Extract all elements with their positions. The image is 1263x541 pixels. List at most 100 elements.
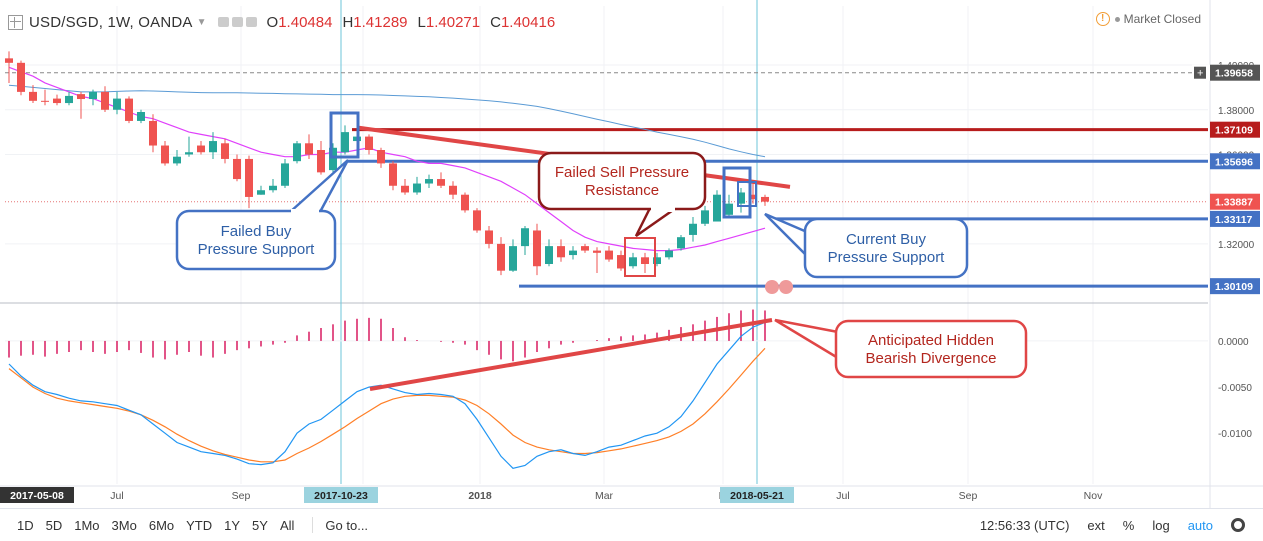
callout-tail [634,206,680,238]
range-ytd-button[interactable]: YTD [186,517,213,533]
expand-icon[interactable] [8,14,23,30]
current-price-label: 1.33887 [1215,197,1253,209]
candle-body [377,150,385,164]
divergence-trendline [369,318,773,391]
hide-icon[interactable] [231,17,243,27]
ma-fast-line [8,66,766,252]
candle-body [125,98,133,121]
date-label: 2017-10-23 [314,490,368,502]
candle-body [737,192,745,204]
market-status: ! Market Closed [1095,12,1201,26]
candle-body [557,246,565,258]
candle-body [689,223,697,235]
candle-body [305,143,313,155]
market-status-text: Market Closed [1123,12,1201,26]
ext-toggle[interactable]: ext [1087,517,1105,533]
toolbar-right: 12:56:33 (UTC) ext % log auto [980,509,1263,541]
ma-slow-line [8,84,766,158]
range-3mo-button[interactable]: 3Mo [111,517,137,533]
range-1d-button[interactable]: 1D [17,517,34,533]
range-1mo-button[interactable]: 1Mo [74,517,100,533]
price-tick-label: 1.32000 [1218,240,1255,251]
range-6mo-button[interactable]: 6Mo [148,517,175,533]
open-label: O [266,13,279,31]
candle-body [485,230,493,244]
chevron-down-icon[interactable]: ▼ [196,16,207,28]
candle-body [389,163,397,186]
settings-icon[interactable] [217,17,229,27]
candle-body [569,250,577,256]
range-5y-button[interactable]: 5Y [252,517,268,533]
range-1y-button[interactable]: 1Y [224,517,241,533]
callout-tail [774,318,840,361]
candle-body [401,185,409,193]
percent-toggle[interactable]: % [1122,517,1135,533]
date-label: Sep [959,490,978,502]
level-price-label: 1.37109 [1215,125,1253,137]
symbol-title[interactable]: USD/SGD, 1W, OANDA [29,13,193,31]
candle-body [233,158,241,180]
level-price-label: 1.33117 [1215,214,1253,226]
goto-button[interactable]: Go to... [325,517,369,533]
high-value: 1.41289 [353,13,408,31]
low-value: 1.40271 [425,13,481,31]
range-5d-button[interactable]: 5D [45,517,63,533]
toolbar-divider [312,517,314,533]
close-icon[interactable] [245,17,257,27]
signal-line [8,347,766,463]
candle-body [293,143,301,162]
date-label: Sep [232,490,251,502]
event-badge [765,280,779,294]
level-price-label: 1.35696 [1215,156,1253,168]
highlight-box [722,166,752,219]
candle-body [425,179,433,184]
candle-body [581,246,589,251]
auto-toggle[interactable]: auto [1187,517,1213,533]
symbol-legend: USD/SGD, 1W, OANDA ▼ O 1.40484 H 1.41289 L… [8,8,555,36]
candle-body [629,257,637,267]
low-label: L [417,13,426,31]
date-label: Mar [595,490,614,502]
date-highlight-tag [304,487,378,503]
candle-body [641,257,649,264]
candle-body [149,120,157,146]
date-label: Jul [110,490,123,502]
clock-text[interactable]: 12:56:33 (UTC) [979,517,1070,533]
candle-body [761,196,769,202]
bottom-toolbar: 1D 5D 1Mo 3Mo 6Mo YTD 1Y 5Y All Go to...… [0,508,1263,541]
level-price-tag [1210,153,1260,170]
callout-box [834,319,1028,379]
warning-icon: ! [1095,12,1110,26]
candle-body [329,147,337,171]
candle-body [29,91,37,101]
macd-tick-label: -0.0050 [1218,383,1252,394]
current-price-tag [1210,193,1260,210]
candle-body [173,156,181,164]
gear-icon[interactable] [1231,518,1245,532]
candle-body [413,183,421,193]
callout-text: Failed Sell Pressure [555,164,689,181]
candle-body [461,194,469,211]
date-label: Jul [836,490,849,502]
candle-body [221,143,229,159]
callout-tail-mask [291,209,319,216]
level-price-tag [1210,210,1260,227]
candle-body [89,91,97,100]
date-label: 2017-05-08 [10,490,64,502]
log-toggle[interactable]: log [1152,517,1170,533]
callout-box [803,217,969,279]
candle-body [317,150,325,173]
candle-body [437,179,445,186]
candle-body [257,190,265,195]
candle-body [533,230,541,267]
candle-body [365,136,373,150]
range-all-button[interactable]: All [279,517,295,533]
level-price-label: 1.30109 [1215,281,1253,293]
candle-body [53,98,61,104]
candle-body [269,185,277,191]
close-label: C [490,13,501,31]
date-label: 2018-05-21 [730,490,784,502]
